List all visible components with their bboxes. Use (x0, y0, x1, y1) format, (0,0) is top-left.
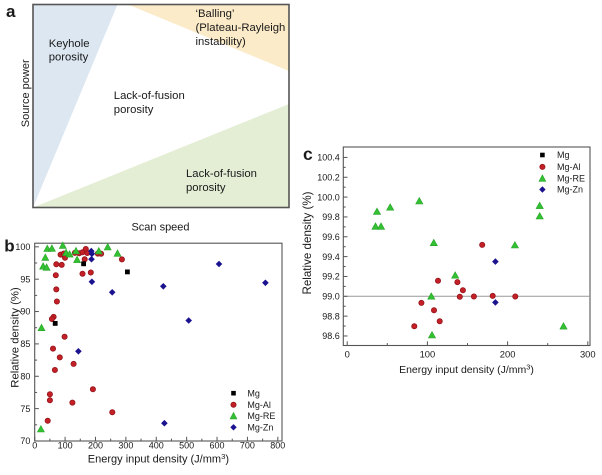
svg-text:100.2: 100.2 (317, 172, 340, 182)
svg-text:Relative density (%): Relative density (%) (301, 191, 314, 294)
svg-text:porosity: porosity (114, 104, 154, 116)
svg-text:0: 0 (345, 348, 350, 359)
svg-text:instability): instability) (196, 36, 246, 48)
svg-text:b: b (4, 237, 14, 256)
svg-text:0: 0 (32, 441, 37, 451)
svg-text:Mg-Zn: Mg-Zn (557, 185, 583, 195)
svg-text:Mg-Al: Mg-Al (247, 400, 271, 410)
svg-text:Keyhole: Keyhole (49, 38, 90, 50)
svg-text:99.2: 99.2 (322, 272, 340, 282)
svg-text:Energy input density (J/mm3): Energy input density (J/mm3) (399, 362, 534, 375)
svg-text:500: 500 (179, 441, 194, 451)
svg-text:99.4: 99.4 (322, 252, 340, 262)
svg-text:porosity: porosity (49, 51, 89, 63)
svg-text:98.8: 98.8 (322, 311, 340, 321)
svg-text:Lack-of-fusion: Lack-of-fusion (186, 168, 257, 180)
svg-text:Relative density (%): Relative density (%) (9, 287, 21, 388)
svg-text:80: 80 (20, 371, 30, 381)
svg-text:600: 600 (210, 441, 225, 451)
svg-text:c: c (303, 144, 313, 164)
svg-text:porosity: porosity (186, 182, 226, 194)
svg-text:700: 700 (240, 441, 255, 451)
svg-text:Scan speed: Scan speed (131, 222, 189, 234)
svg-text:100: 100 (15, 242, 30, 252)
svg-text:100.0: 100.0 (317, 192, 340, 202)
svg-text:300: 300 (118, 441, 133, 451)
svg-text:(Plateau-Rayleigh: (Plateau-Rayleigh (196, 22, 286, 34)
svg-text:800: 800 (270, 441, 285, 451)
svg-text:100: 100 (420, 348, 436, 359)
svg-text:200: 200 (88, 441, 103, 451)
svg-text:Energy input density (J/mm3): Energy input density (J/mm3) (88, 452, 229, 466)
svg-text:Lack-of-fusion: Lack-of-fusion (114, 90, 185, 102)
svg-text:70: 70 (20, 436, 30, 446)
svg-text:Mg-Al: Mg-Al (557, 162, 581, 172)
svg-text:85: 85 (20, 339, 30, 349)
svg-text:90: 90 (20, 307, 30, 317)
svg-text:100.4: 100.4 (317, 153, 340, 163)
svg-text:100: 100 (58, 441, 73, 451)
svg-text:75: 75 (20, 404, 30, 414)
svg-text:a: a (6, 2, 16, 21)
svg-text:Mg-Zn: Mg-Zn (247, 423, 273, 433)
svg-text:Mg: Mg (247, 388, 260, 398)
svg-text:95: 95 (20, 274, 30, 284)
svg-text:99.0: 99.0 (322, 292, 340, 302)
svg-text:200: 200 (500, 348, 516, 359)
svg-text:Mg-RE: Mg-RE (247, 411, 275, 421)
svg-text:Source power: Source power (20, 59, 32, 127)
svg-text:98.6: 98.6 (322, 331, 340, 341)
svg-text:Mg: Mg (557, 150, 570, 160)
svg-text:300: 300 (580, 348, 596, 359)
svg-text:Mg-RE: Mg-RE (557, 173, 585, 183)
svg-text:99.6: 99.6 (322, 232, 340, 242)
svg-text:‘Balling’: ‘Balling’ (196, 8, 235, 20)
svg-text:99.8: 99.8 (322, 212, 340, 222)
svg-text:400: 400 (149, 441, 164, 451)
